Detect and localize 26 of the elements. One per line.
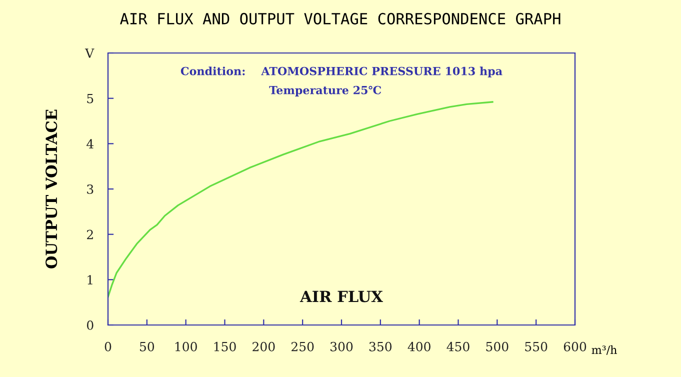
x-tick-label: 50 [140,342,154,352]
annotation: AIR FLUX [300,290,383,302]
y-tick-label: 4 [86,139,94,148]
x-tick-label: 350 [369,342,392,352]
y-tick-label: 1 [88,275,92,284]
x-tick-label: 150 [214,342,236,352]
x-tick-label: 200 [252,342,275,352]
y-tick-label: 2 [87,230,93,240]
y-tick-label: V [84,48,94,58]
y-axis-title: OUTPUT VOLTACE [46,110,58,268]
x-tick-label: 450 [446,342,470,352]
x-tick-label: 250 [292,342,314,352]
x-tick-label: 100 [175,342,197,352]
chart-title: AIR FLUX AND OUTPUT VOLTAGE CORRESPONDENCE GRAPH [120,12,560,24]
x-tick-label: 600 [564,342,586,352]
y-tick-label: 0 [86,320,94,330]
x-tick-label: 550 [525,342,548,352]
x-tick-label: 500 [486,342,508,352]
x-axis-title: m³/h [592,345,617,355]
x-tick-label: 400 [408,342,430,352]
y-tick-label: 3 [87,184,94,194]
annotation: Condition: ATOMOSPHERIC PRESSURE 1013 hpa [180,66,502,78]
x-tick-label: 0 [104,342,112,352]
y-tick-label: 5 [87,94,94,104]
x-tick-label: 300 [330,342,353,352]
annotation: Temperature 25℃ [269,86,382,96]
